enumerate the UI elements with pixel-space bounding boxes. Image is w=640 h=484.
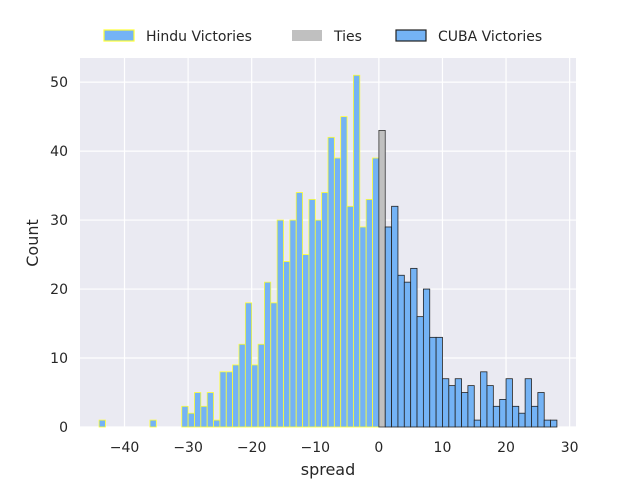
bar-cuba-victories: [543, 419, 551, 428]
bar-hindu-victories: [213, 419, 221, 428]
bar-ties: [378, 130, 386, 428]
bar-hindu-victories: [264, 281, 272, 428]
y-tick-label: 10: [50, 351, 68, 367]
x-tick-label: 30: [561, 440, 579, 456]
bar-cuba-victories: [442, 378, 450, 428]
bar-hindu-victories: [238, 343, 246, 428]
bar-cuba-victories: [410, 267, 418, 428]
legend-label: Hindu Victories: [146, 29, 252, 45]
bar-hindu-victories: [98, 419, 106, 428]
bar-cuba-victories: [524, 378, 532, 428]
bar-hindu-victories: [308, 198, 316, 428]
legend-label: Ties: [333, 29, 362, 45]
x-axis-label: spread: [301, 460, 356, 479]
bar-hindu-victories: [149, 419, 157, 428]
bar-hindu-victories: [225, 371, 234, 428]
bar-cuba-victories: [486, 385, 494, 428]
bar-cuba-victories: [512, 405, 520, 428]
bar-cuba-victories: [416, 316, 424, 428]
x-tick-label: −30: [173, 440, 203, 456]
x-tick-label: −20: [237, 440, 267, 456]
y-tick-label: 40: [50, 144, 68, 160]
bar-cuba-victories: [448, 385, 456, 428]
bar-cuba-victories: [550, 419, 558, 428]
bar-cuba-victories: [461, 392, 469, 428]
bar-hindu-victories: [321, 192, 329, 428]
bar-cuba-victories: [537, 392, 545, 428]
y-tick-label: 0: [59, 420, 68, 436]
bar-hindu-victories: [187, 412, 195, 428]
bar-cuba-victories: [391, 205, 399, 428]
bar-hindu-victories: [206, 392, 214, 428]
x-axis-ticks: −40 −30 −20 −10 0 10 20 30: [110, 440, 579, 456]
bar-hindu-victories: [200, 405, 208, 428]
bar-hindu-victories: [327, 136, 335, 428]
bar-hindu-victories: [372, 157, 380, 428]
bar-hindu-victories: [295, 192, 303, 428]
x-tick-label: −10: [301, 440, 331, 456]
bar-hindu-victories: [289, 219, 297, 428]
bar-cuba-victories: [422, 288, 431, 428]
bars-group: [98, 74, 558, 428]
bar-hindu-victories: [302, 254, 310, 428]
x-tick-label: 20: [497, 440, 515, 456]
y-tick-label: 30: [50, 213, 68, 229]
bar-hindu-victories: [219, 371, 227, 428]
bar-hindu-victories: [181, 405, 189, 428]
y-axis-label: Count: [23, 219, 42, 267]
bar-hindu-victories: [244, 302, 253, 428]
y-tick-label: 50: [50, 75, 68, 91]
bar-cuba-victories: [397, 274, 405, 428]
y-tick-label: 20: [50, 282, 68, 298]
bar-hindu-victories: [257, 343, 265, 428]
bar-cuba-victories: [403, 281, 412, 428]
bar-hindu-victories: [232, 364, 240, 428]
bar-hindu-victories: [365, 198, 373, 428]
bar-hindu-victories: [251, 364, 259, 428]
bar-cuba-victories: [454, 378, 462, 428]
bar-cuba-victories: [473, 419, 482, 428]
legend-swatch: [292, 30, 322, 41]
bar-cuba-victories: [467, 385, 475, 428]
bar-hindu-victories: [270, 302, 278, 428]
legend-swatch: [103, 29, 135, 42]
x-tick-label: −40: [110, 440, 140, 456]
bar-cuba-victories: [499, 399, 507, 428]
bar-cuba-victories: [518, 412, 526, 428]
bar-cuba-victories: [480, 371, 488, 428]
bar-cuba-victories: [531, 405, 539, 428]
legend-swatch: [395, 29, 427, 42]
bar-cuba-victories: [384, 226, 392, 428]
bar-hindu-victories: [283, 261, 291, 428]
bar-hindu-victories: [194, 392, 202, 428]
x-tick-label: 0: [374, 440, 383, 456]
bar-hindu-victories: [353, 74, 361, 428]
bar-hindu-victories: [340, 116, 348, 428]
bar-hindu-victories: [359, 226, 367, 428]
bar-hindu-victories: [346, 205, 354, 428]
bar-cuba-victories: [429, 336, 437, 428]
bar-cuba-victories: [435, 336, 443, 428]
bar-cuba-victories: [492, 405, 501, 428]
legend: Hindu Victories Ties CUBA Victories: [103, 29, 542, 45]
legend-label: CUBA Victories: [438, 29, 542, 45]
y-axis-ticks: 0 10 20 30 40 50: [50, 75, 68, 436]
bar-hindu-victories: [314, 219, 323, 428]
bar-hindu-victories: [276, 219, 284, 428]
x-tick-label: 10: [434, 440, 452, 456]
bar-hindu-victories: [333, 157, 342, 428]
bar-cuba-victories: [505, 378, 513, 428]
